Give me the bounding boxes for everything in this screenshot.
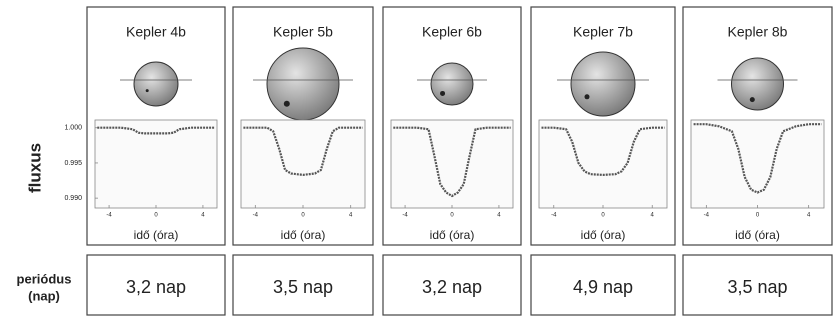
panel-title: Kepler 7b — [573, 24, 633, 40]
panel-title: Kepler 5b — [273, 24, 333, 40]
x-tick-label: -4 — [402, 213, 408, 219]
period-value: 3,5 nap — [273, 277, 333, 297]
planet — [284, 101, 290, 107]
planet — [440, 91, 445, 96]
x-tick-label: 0 — [601, 213, 605, 219]
figure: fluxus periódus (nap) 1.000 0.995 0.990 Kep… — [0, 0, 835, 316]
star — [431, 63, 473, 105]
x-tick-label: 4 — [497, 213, 501, 219]
x-axis-label: idő (óra) — [281, 228, 326, 242]
x-axis-label: idő (óra) — [581, 228, 626, 242]
plot-area — [241, 120, 365, 208]
x-tick-label: -4 — [253, 213, 259, 219]
period-value: 3,2 nap — [126, 277, 186, 297]
x-tick-label: -4 — [704, 213, 710, 219]
panel-title: Kepler 8b — [728, 24, 788, 40]
x-tick-label: 4 — [807, 213, 811, 219]
period-value: 3,5 nap — [727, 277, 787, 297]
x-tick-label: 4 — [201, 213, 205, 219]
star — [732, 58, 784, 110]
planet — [585, 94, 590, 99]
row-label: (nap) — [28, 288, 60, 303]
x-tick-label: 4 — [651, 213, 655, 219]
x-tick-label: 4 — [349, 213, 353, 219]
plot-area — [539, 120, 667, 208]
x-axis-label: idő (óra) — [735, 228, 780, 242]
y-tick-label: 0.990 — [64, 195, 82, 202]
x-tick-label: 0 — [154, 213, 158, 219]
panel-title: Kepler 6b — [422, 24, 482, 40]
plot-area — [95, 120, 217, 208]
planet — [750, 97, 755, 102]
x-tick-label: 0 — [450, 213, 454, 219]
y-tick-label: 0.995 — [64, 160, 82, 167]
period-value: 3,2 nap — [422, 277, 482, 297]
star — [571, 52, 635, 116]
x-tick-label: 0 — [756, 213, 760, 219]
x-tick-label: -4 — [106, 213, 112, 219]
y-tick-label: 1.000 — [64, 125, 82, 132]
x-tick-label: -4 — [551, 213, 557, 219]
period-value: 4,9 nap — [573, 277, 633, 297]
y-axis-label: fluxus — [25, 143, 44, 193]
x-axis-label: idő (óra) — [430, 228, 475, 242]
row-label: periódus — [17, 271, 72, 286]
panel-title: Kepler 4b — [126, 24, 186, 40]
planet — [146, 89, 149, 92]
x-tick-label: 0 — [301, 213, 305, 219]
plot-area — [691, 120, 824, 208]
x-axis-label: idő (óra) — [134, 228, 179, 242]
star — [134, 62, 178, 106]
star — [267, 48, 339, 120]
